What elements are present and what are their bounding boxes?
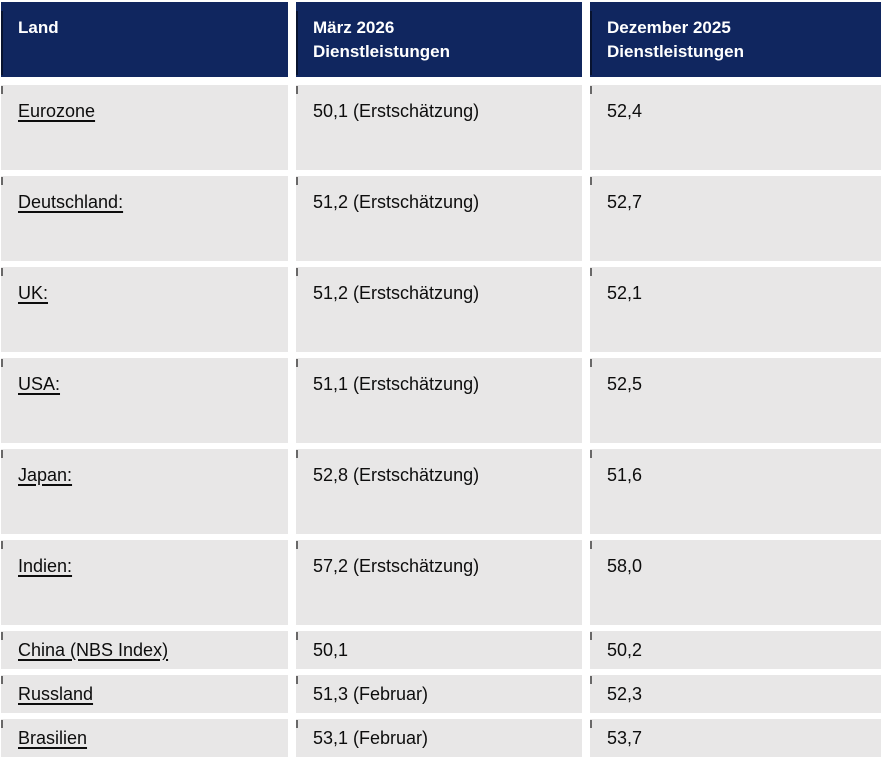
country-link[interactable]: USA: [18,374,61,394]
column-header-land: Land [1,2,288,77]
cell-maerz-2026-value: 57,2 (Erstschätzung) [296,540,582,625]
cell-dezember-2025-value: 52,4 [590,85,881,170]
cell-land: Brasilien [1,719,288,757]
cell-dezember-2025-value: 52,3 [590,675,881,713]
cell-maerz-2026-value: 50,1 [296,631,582,669]
cell-maerz-2026-value: 51,2 (Erstschätzung) [296,267,582,352]
cell-dezember-2025-value: 52,1 [590,267,881,352]
cell-maerz-2026-value: 50,1 (Erstschätzung) [296,85,582,170]
country-link[interactable]: Deutschland: [18,192,124,212]
cell-dezember-2025-value: 52,5 [590,358,881,443]
cell-land: China (NBS Index) [1,631,288,669]
cell-maerz-2026-value: 51,1 (Erstschätzung) [296,358,582,443]
cell-land: Eurozone [1,85,288,170]
cell-dezember-2025-value: 53,7 [590,719,881,757]
cell-dezember-2025-value: 52,7 [590,176,881,261]
cell-dezember-2025-value: 50,2 [590,631,881,669]
cell-land: Indien: [1,540,288,625]
cell-maerz-2026-value: 51,3 (Februar) [296,675,582,713]
cell-maerz-2026-value: 51,2 (Erstschätzung) [296,176,582,261]
cell-dezember-2025-value: 58,0 [590,540,881,625]
cell-land: Japan: [1,449,288,534]
country-link[interactable]: Eurozone [18,101,96,121]
cell-maerz-2026-value: 52,8 (Erstschätzung) [296,449,582,534]
country-link[interactable]: Russland [18,684,94,704]
cell-maerz-2026-value: 53,1 (Februar) [296,719,582,757]
column-header-dezember-2025-dienstleistungen: Dezember 2025 Dienstleistungen [590,2,881,77]
country-link[interactable]: China (NBS Index) [18,640,169,660]
cell-land: UK: [1,267,288,352]
cell-land: USA: [1,358,288,443]
country-link[interactable]: Indien: [18,556,73,576]
country-link[interactable]: Japan: [18,465,73,485]
cell-land: Russland [1,675,288,713]
country-link[interactable]: UK: [18,283,49,303]
cell-dezember-2025-value: 51,6 [590,449,881,534]
cell-land: Deutschland: [1,176,288,261]
country-link[interactable]: Brasilien [18,728,88,748]
column-header-maerz-2026-dienstleistungen: März 2026 Dienstleistungen [296,2,582,77]
